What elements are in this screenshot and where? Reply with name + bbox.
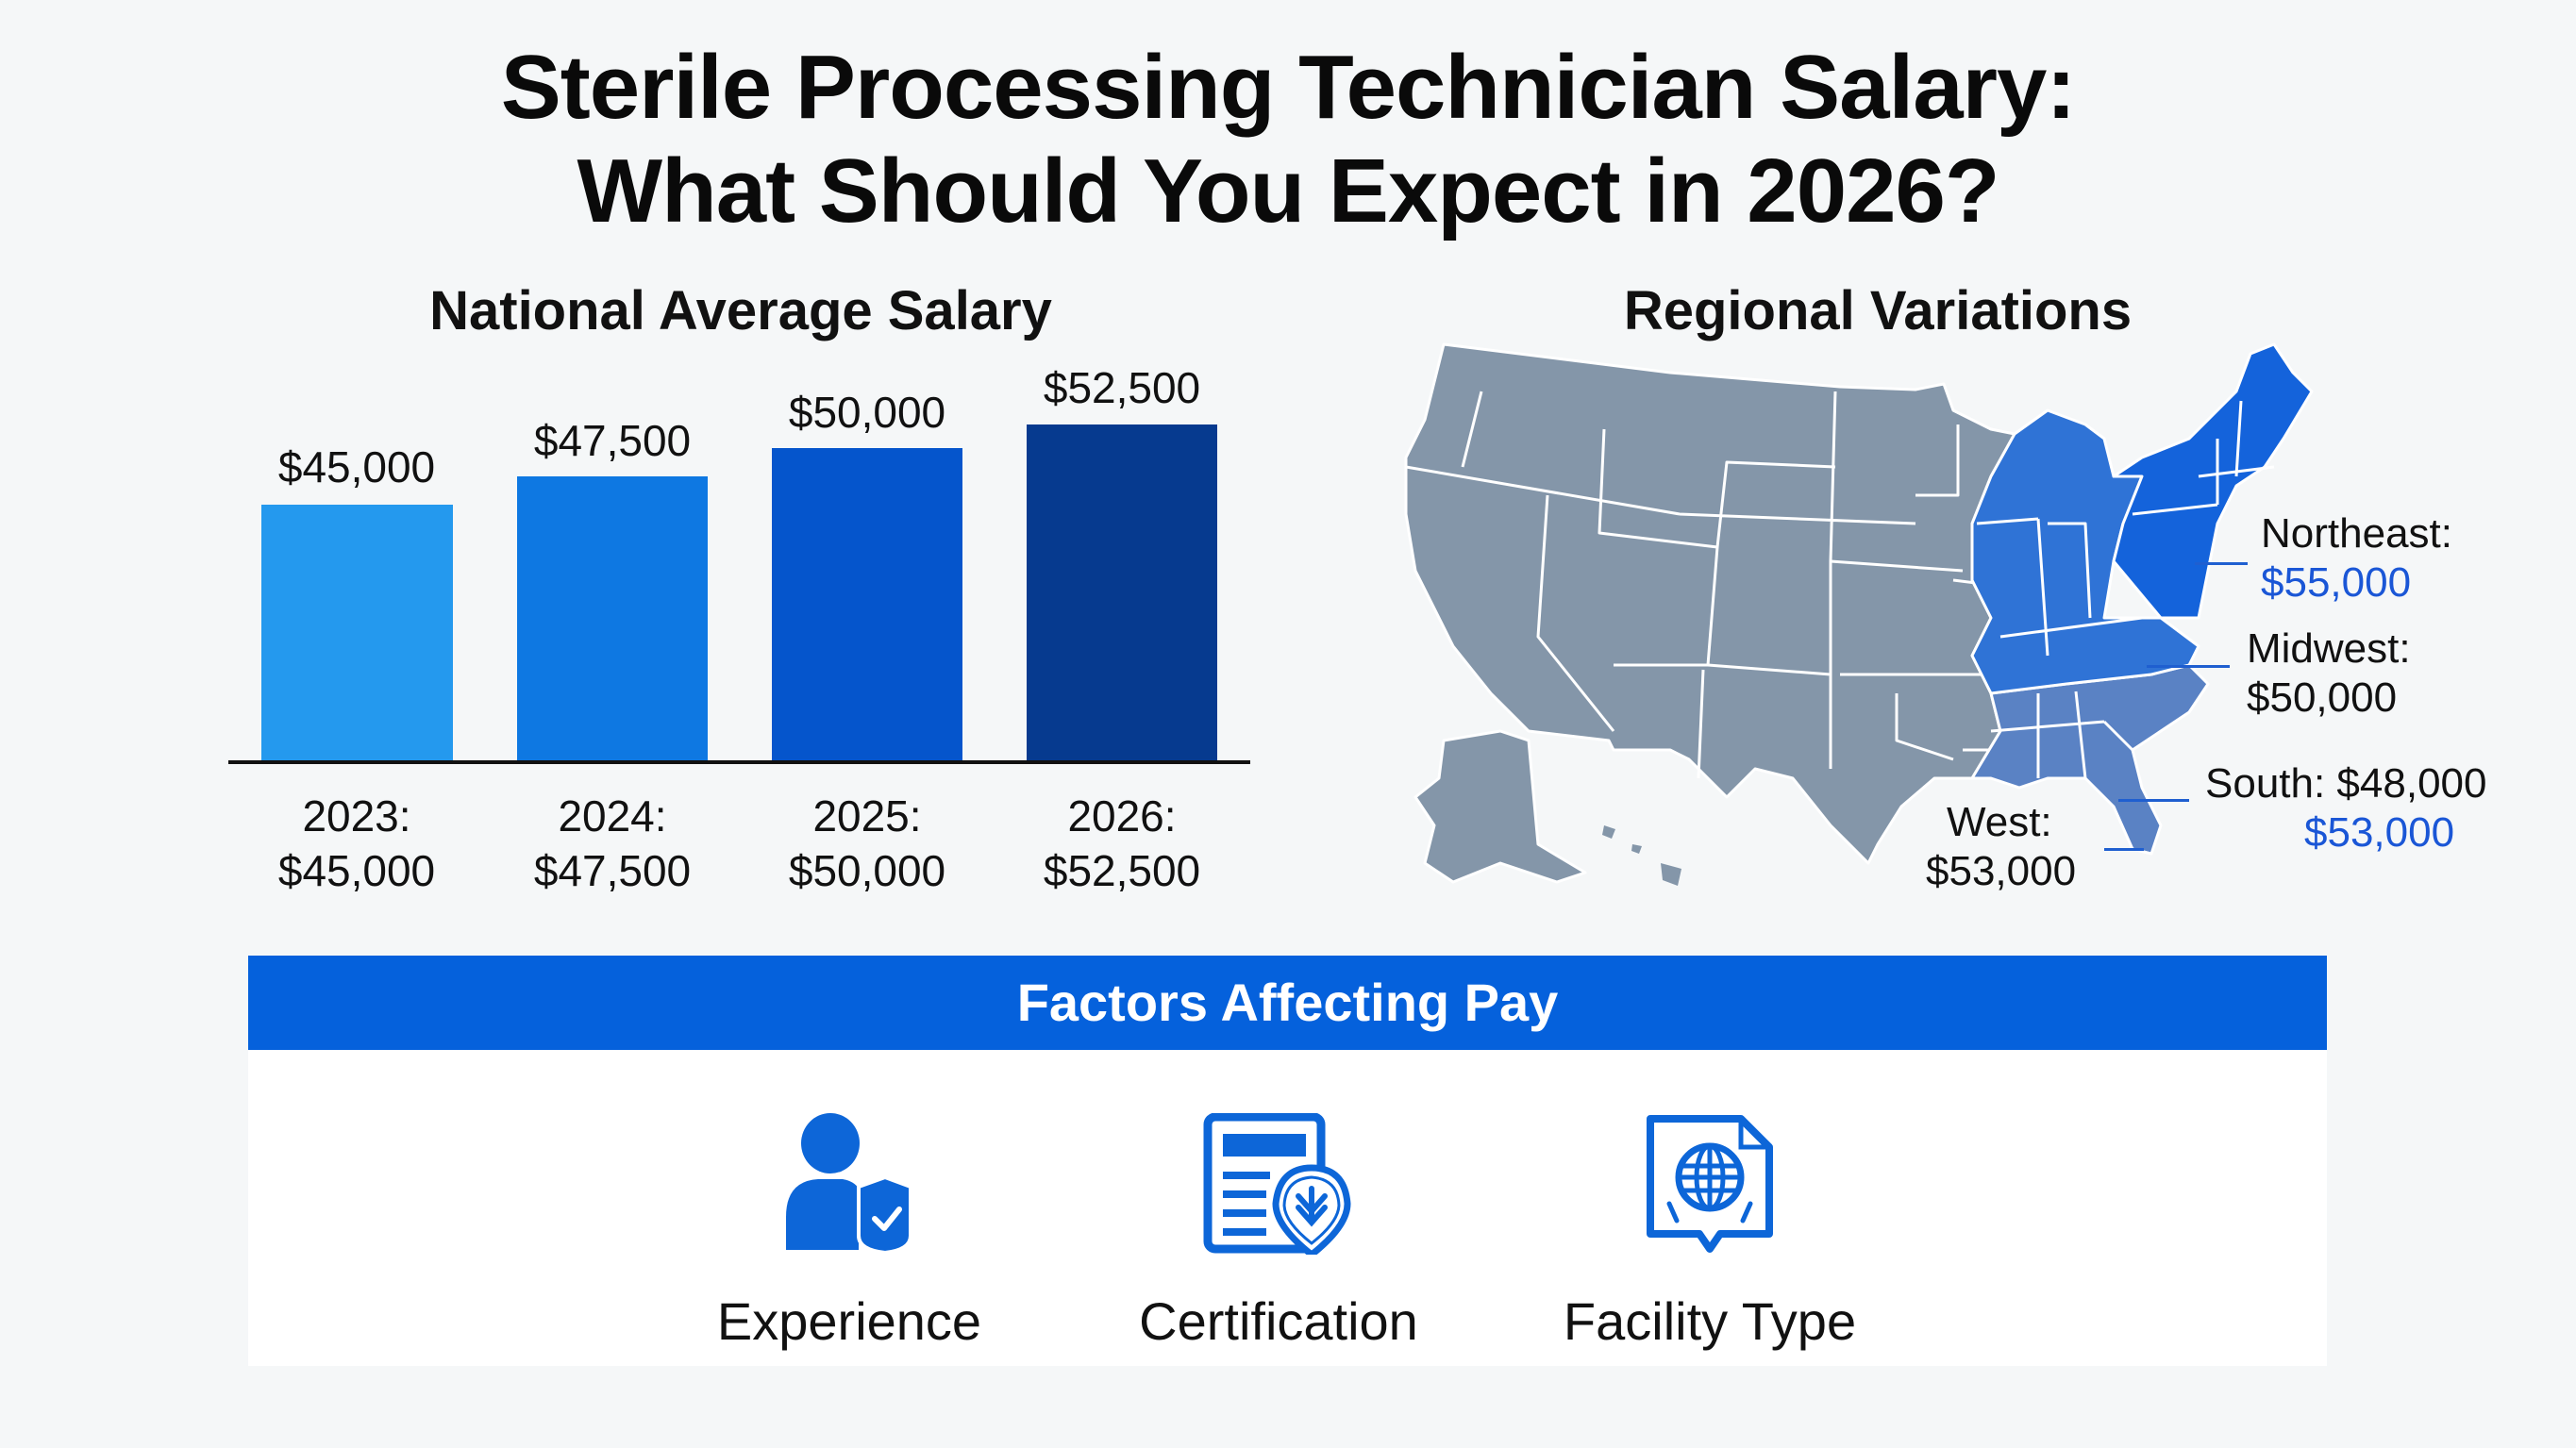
- map-hawaii: [1602, 825, 1681, 886]
- person-shield-check-icon: [786, 1113, 912, 1255]
- factor-label-facility-type: Facility Type: [1563, 1291, 1857, 1351]
- bar-2024: [517, 476, 708, 762]
- region-label-midwest: Midwest: $50,000: [2247, 625, 2411, 721]
- regional-variations-title: Regional Variations: [1623, 280, 2133, 341]
- bar-value-2025: $50,000: [788, 388, 946, 437]
- factor-certification: Certification: [1080, 1113, 1477, 1352]
- bar-2023: [261, 505, 453, 762]
- national-salary-title: National Average Salary: [429, 280, 1052, 341]
- page-title-line-2: What Should You Expect in 2026?: [577, 141, 1999, 241]
- leader-line-south: [2118, 799, 2189, 802]
- region-label-northeast: Northeast: $55,000: [2261, 510, 2452, 606]
- region-label-south: South: $48,000 $53,000: [2205, 760, 2487, 856]
- year-label-2025: 2025: $50,000: [788, 791, 946, 895]
- x-axis-line: [228, 760, 1250, 764]
- year-label-2026: 2026: $52,500: [1043, 791, 1201, 895]
- page-title-line-1: Sterile Processing Technician Salary:: [500, 37, 2077, 138]
- leader-line-northeast: [2195, 562, 2248, 565]
- factor-label-certification: Certification: [1139, 1291, 1418, 1351]
- bar-value-2024: $47,500: [533, 416, 692, 465]
- map-alaska: [1413, 729, 1587, 884]
- year-label-2024: 2024: $47,500: [533, 791, 692, 895]
- bar-value-2023: $45,000: [277, 442, 436, 491]
- us-map: [1404, 342, 2314, 886]
- year-label-2023: 2023: $45,000: [277, 791, 436, 895]
- leader-line-west: [2104, 848, 2144, 851]
- bar-2026: [1027, 424, 1217, 762]
- factor-label-experience: Experience: [716, 1291, 982, 1351]
- bar-2025: [772, 448, 962, 762]
- factor-facility-type: Facility Type: [1512, 1113, 1908, 1352]
- document-badge-icon: [1203, 1113, 1351, 1255]
- leader-line-midwest: [2147, 665, 2230, 668]
- factors-banner: Factors Affecting Pay: [248, 956, 2327, 1050]
- document-globe-icon: [1647, 1115, 1773, 1253]
- bar-value-2026: $52,500: [1043, 363, 1201, 412]
- map-region-west-central: [1404, 342, 2016, 865]
- region-label-west: West: $53,000: [1926, 799, 2077, 894]
- factor-experience: Experience: [651, 1113, 1047, 1352]
- map-region-south: [1970, 663, 2210, 856]
